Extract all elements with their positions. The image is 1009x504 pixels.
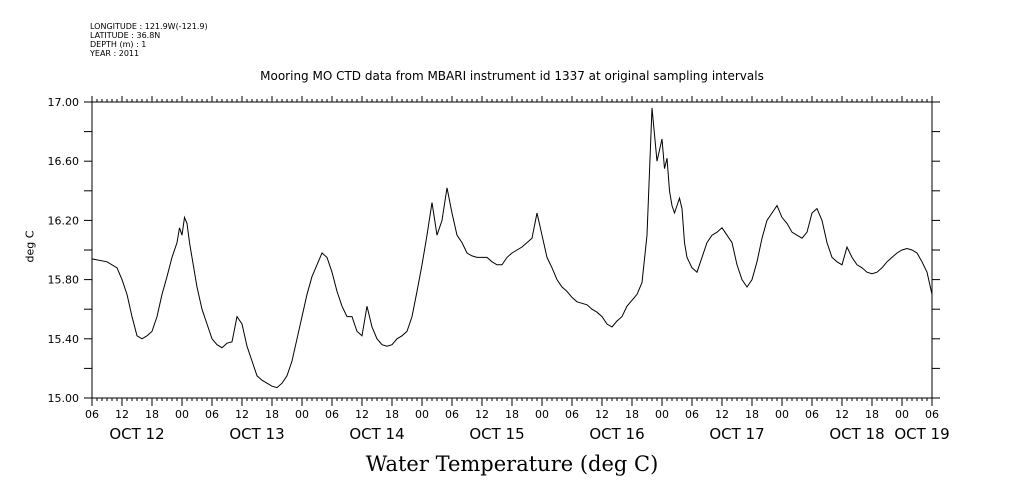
x-hour-tick-label: 18 — [865, 408, 879, 421]
x-axis-title: Water Temperature (deg C) — [365, 452, 659, 476]
x-hour-tick-label: 00 — [895, 408, 909, 421]
x-day-label: OCT 13 — [229, 425, 284, 443]
x-hour-tick-label: 18 — [145, 408, 159, 421]
x-hour-tick-label: 18 — [505, 408, 519, 421]
x-hour-tick-label: 18 — [265, 408, 279, 421]
x-day-label: OCT 14 — [349, 425, 404, 443]
x-hour-tick-label: 12 — [115, 408, 129, 421]
x-hour-tick-label: 06 — [205, 408, 219, 421]
x-hour-tick-label: 18 — [385, 408, 399, 421]
x-hour-tick-label: 18 — [625, 408, 639, 421]
y-tick-label: 16.60 — [48, 155, 80, 168]
x-hour-tick-label: 06 — [325, 408, 339, 421]
x-hour-tick-label: 06 — [445, 408, 459, 421]
x-hour-tick-label: 00 — [295, 408, 309, 421]
x-hour-tick-label: 12 — [595, 408, 609, 421]
y-tick-label: 16.20 — [48, 214, 80, 227]
x-hour-tick-label: 00 — [175, 408, 189, 421]
plot-frame — [91, 101, 933, 399]
longitude-label: LONGITUDE : 121.9W(-121.9) — [90, 22, 208, 31]
chart-title: Mooring MO CTD data from MBARI instrumen… — [260, 69, 764, 83]
temperature-series-line — [91, 107, 933, 389]
x-hour-tick-label: 06 — [565, 408, 579, 421]
latitude-label: LATITUDE : 36.8N — [90, 31, 161, 40]
x-hour-tick-label: 12 — [355, 408, 369, 421]
x-hour-tick-label: 12 — [715, 408, 729, 421]
depth-label: DEPTH (m) : 1 — [90, 40, 147, 49]
x-hour-tick-label: 00 — [775, 408, 789, 421]
y-tick-label: 15.00 — [48, 392, 80, 405]
y-tick-label: 17.00 — [48, 96, 80, 109]
x-hour-tick-label: 00 — [535, 408, 549, 421]
y-tick-label: 15.80 — [48, 274, 80, 287]
x-day-label: OCT 19 — [894, 425, 949, 443]
x-day-label: OCT 17 — [709, 425, 764, 443]
x-hour-tick-label: 18 — [745, 408, 759, 421]
x-day-label: OCT 16 — [589, 425, 644, 443]
x-hour-tick-label: 06 — [685, 408, 699, 421]
x-day-label: OCT 18 — [829, 425, 884, 443]
year-label: YEAR : 2011 — [90, 49, 140, 58]
x-hour-tick-label: 00 — [415, 408, 429, 421]
x-hour-tick-label: 06 — [805, 408, 819, 421]
x-hour-tick-label: 06 — [85, 408, 99, 421]
x-hour-tick-label: 06 — [925, 408, 939, 421]
x-hour-tick-label: 00 — [655, 408, 669, 421]
x-day-label: OCT 12 — [109, 425, 164, 443]
x-day-label: OCT 15 — [469, 425, 524, 443]
x-hour-tick-label: 12 — [475, 408, 489, 421]
y-tick-label: 15.40 — [48, 333, 80, 346]
x-hour-tick-label: 12 — [835, 408, 849, 421]
x-hour-tick-label: 12 — [235, 408, 249, 421]
